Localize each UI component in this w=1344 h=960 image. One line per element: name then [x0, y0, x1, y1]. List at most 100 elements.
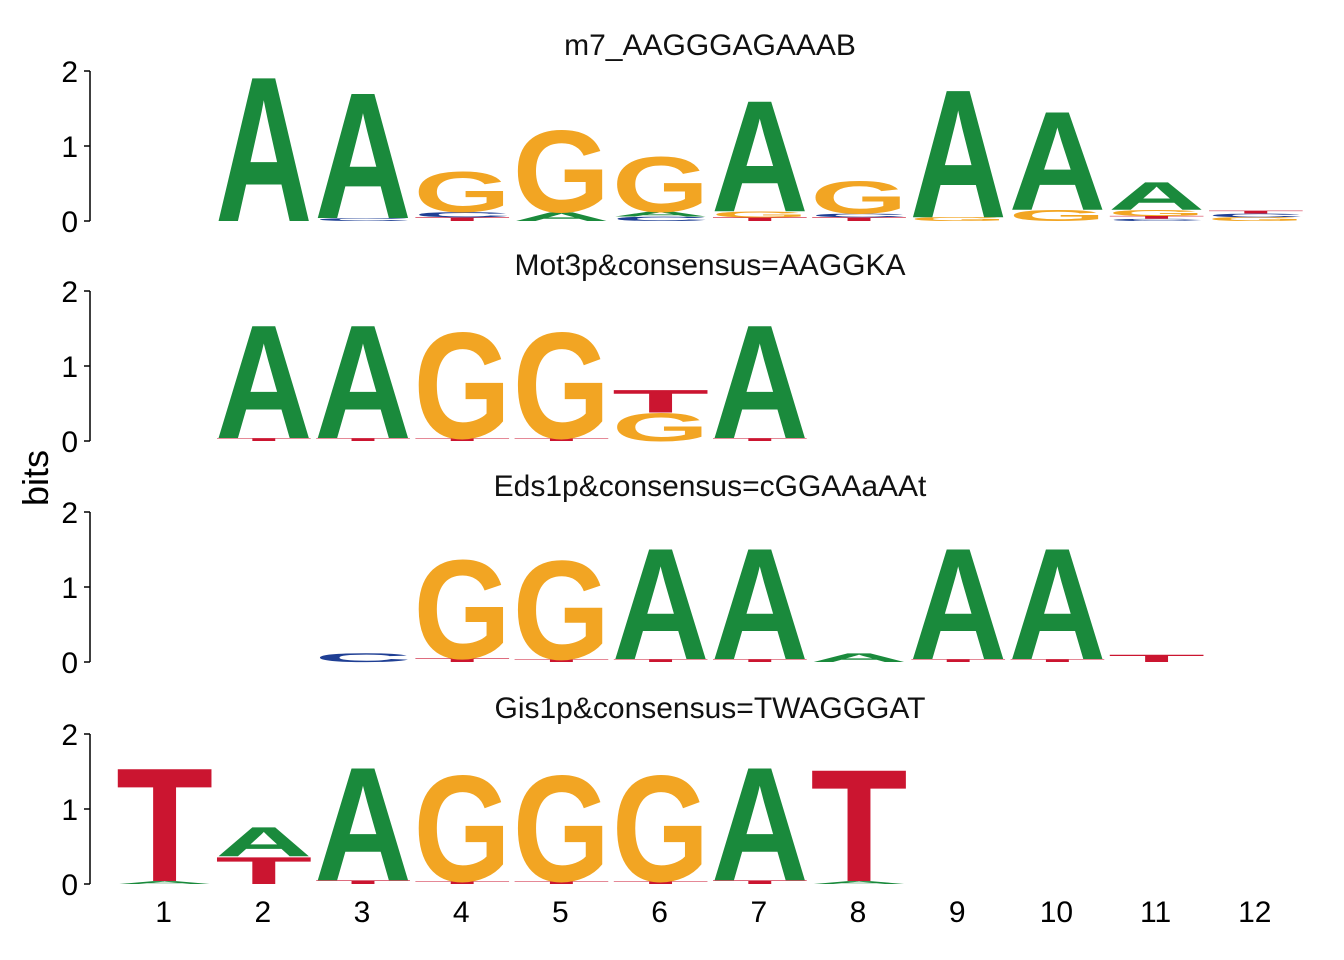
x-axis: 1 2 3 4 5 6 7 8 9 10 11 12: [155, 896, 1271, 929]
logo-letter-A-p3-c7: A: [711, 516, 808, 693]
logo-letter-T-p4-c8: T: [810, 735, 907, 915]
logo-letter-T-p2-c7: T: [711, 437, 808, 442]
logo-letter-A-p4-c3: A: [314, 733, 411, 915]
logo-letter-A-p1-c6: A: [612, 210, 709, 218]
x-tick-label: 11: [1140, 896, 1171, 929]
logo-letter-T-p2-c4: T: [414, 437, 511, 442]
panel-title: Eds1p&consensus=cGGAAaAAt: [494, 470, 927, 503]
logo-letter-G-p1-c8: G: [810, 172, 907, 223]
logo-letter-T-p4-c2: T: [215, 849, 312, 893]
y-tick-label: 0: [61, 426, 78, 459]
x-tick-label: 8: [850, 896, 867, 929]
logo-letter-G-p1-c4: G: [414, 160, 511, 225]
logo-letter-A-p4-c8: A: [810, 880, 907, 885]
x-tick-label: 2: [254, 896, 271, 929]
logo-letter-A-p1-c11: A: [1108, 174, 1205, 219]
logo-letter-A-p1-c10: A: [1009, 83, 1106, 241]
logo-letter-A-p1-c7: A: [711, 69, 808, 246]
x-tick-label: 4: [453, 896, 470, 929]
logo-letter-C-p1-c3: C: [314, 217, 411, 222]
y-tick-label: 1: [61, 131, 78, 164]
logo-letter-T-p3-c6: T: [612, 658, 709, 663]
logo-letter-A-p1-c5: A: [513, 210, 610, 224]
logo-letter-T-p1-c8: T: [810, 216, 907, 222]
logo-letter-G-p1-c9: G: [910, 216, 1007, 222]
x-tick-label: 10: [1040, 896, 1073, 929]
logo-letter-T-p1-c12: T: [1207, 210, 1304, 215]
logo-letter-C-p1-c4: C: [414, 211, 511, 219]
logo-letter-A-p4-c1: A: [116, 880, 213, 885]
logo-letter-A-p3-c9: A: [910, 516, 1007, 693]
y-tick-label: 2: [61, 719, 78, 752]
panel-title: Gis1p&consensus=TWAGGGAT: [495, 692, 926, 725]
logo-letter-C-p1-c8: C: [810, 213, 907, 219]
logo-letter-T-p4-c5: T: [513, 880, 610, 885]
logo-letter-T-p3-c7: T: [711, 658, 808, 663]
logo-letter-G-p4-c4: G: [414, 744, 511, 913]
logo-letter-T-p3-c10: T: [1009, 658, 1106, 663]
logo-letter-C-p1-c6: C: [612, 215, 709, 222]
logo-letter-G-p4-c6: G: [612, 744, 709, 913]
logo-letter-C-p1-c12: C: [1207, 213, 1304, 219]
logo-letter-G-p1-c11: G: [1108, 208, 1205, 217]
x-tick-label: 7: [750, 896, 767, 929]
y-tick-label: 0: [61, 869, 78, 902]
logo-letter-G-p3-c4: G: [414, 531, 511, 689]
x-tick-label: 12: [1238, 896, 1271, 929]
logo-letter-A-p3-c8: A: [810, 651, 907, 665]
y-tick-label: 1: [61, 572, 78, 605]
logo-letter-A-p4-c7: A: [711, 733, 808, 915]
logo-letter-A-p3-c10: A: [1009, 516, 1106, 693]
x-tick-label: 5: [552, 896, 569, 929]
logo-letter-G-p1-c12: G: [1207, 216, 1304, 222]
logo-letter-T-p1-c11: T: [1108, 215, 1205, 220]
logo-letter-T-p2-c2: T: [215, 437, 312, 442]
logo-letter-A-p2-c2: A: [215, 291, 312, 473]
y-tick-label: 1: [61, 794, 78, 827]
logo-letter-T-p4-c7: T: [711, 879, 808, 885]
logo-letter-A-p2-c3: A: [314, 291, 411, 473]
logo-letter-G-p1-c6: G: [612, 141, 709, 228]
logo-letter-T-p3-c11: T: [1108, 653, 1205, 665]
logo-letter-T-p2-c6: T: [612, 383, 709, 419]
y-axis-label: bits: [15, 450, 56, 506]
logo-letter-T-p3-c4: T: [414, 657, 511, 663]
logo-letter-T-p3-c9: T: [910, 658, 1007, 663]
logo-letter-G-p1-c5: G: [513, 106, 610, 238]
logo-letter-C-p1-c11: C: [1108, 218, 1205, 221]
logo-letter-A-p4-c2: A: [215, 819, 312, 866]
y-tick-label: 2: [61, 276, 78, 309]
logo-letter-T-p1-c4: T: [414, 216, 511, 222]
logo-letter-T-p4-c4: T: [414, 880, 511, 885]
panel-title: m7_AAGGGAGAAAB: [564, 29, 856, 62]
logo-letter-T-p2-c5: T: [513, 437, 610, 442]
logo-letter-G-p2-c4: G: [414, 301, 511, 470]
logo-letter-A-p3-c6: A: [612, 516, 709, 693]
logo-letter-T-p2-c3: T: [314, 437, 411, 442]
logo-letter-T-p3-c5: T: [513, 658, 610, 663]
y-tick-label: 0: [61, 647, 78, 680]
logo-letter-T-p4-c1: T: [116, 735, 213, 917]
x-tick-label: 3: [354, 896, 371, 929]
logo-letter-T-p4-c6: T: [612, 880, 709, 885]
logo-letter-G-p1-c10: G: [1009, 207, 1106, 225]
logo-letter-G-p4-c5: G: [513, 744, 610, 913]
logo-letter-C-p3-c3: C: [314, 651, 411, 665]
logo-letter-G-p3-c5: G: [513, 532, 610, 690]
y-tick-label: 2: [61, 497, 78, 530]
logo-letter-G-p1-c7: G: [711, 210, 808, 219]
logo-letter-G-p2-c5: G: [513, 301, 610, 470]
y-tick-label: 0: [61, 206, 78, 239]
panel-title: Mot3p&consensus=AAGGKA: [514, 249, 905, 282]
logo-letter-G-p2-c6: G: [612, 405, 709, 450]
x-tick-label: 6: [651, 896, 668, 929]
logo-letter-A-p1-c9: A: [910, 52, 1007, 257]
x-tick-label: 1: [155, 896, 172, 929]
y-tick-label: 2: [61, 56, 78, 89]
